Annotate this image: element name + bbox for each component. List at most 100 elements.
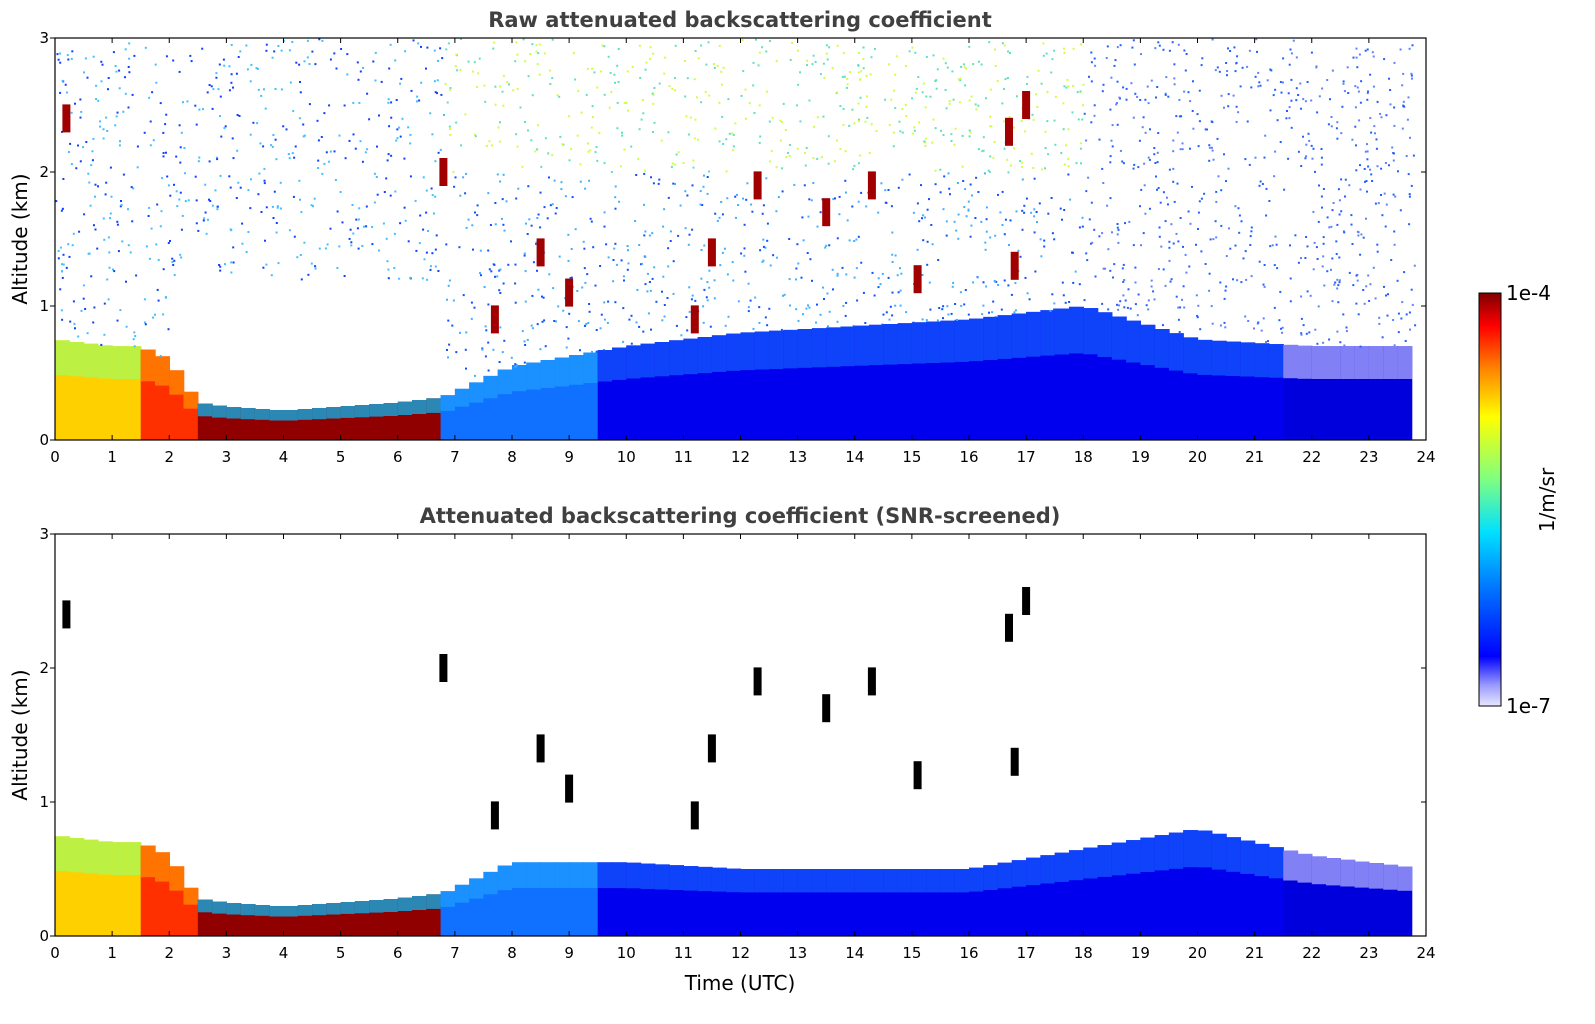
noise-speckle	[359, 70, 362, 73]
noise-speckle	[1316, 342, 1319, 345]
noise-speckle	[239, 186, 242, 189]
noise-speckle	[1246, 120, 1249, 123]
noise-speckle	[106, 278, 109, 281]
noise-speckle	[1133, 163, 1136, 166]
noise-speckle	[535, 242, 537, 245]
boundary-layer-top-band	[1097, 312, 1113, 357]
noise-speckle	[658, 178, 661, 181]
noise-speckle	[805, 147, 808, 149]
x-tick-label: 18	[1074, 944, 1093, 962]
noise-speckle	[1173, 200, 1176, 203]
noise-speckle	[1001, 42, 1004, 45]
noise-speckle	[532, 261, 535, 264]
noise-speckle	[300, 278, 303, 281]
boundary-layer-top-band	[840, 869, 856, 893]
noise-speckle	[59, 61, 62, 64]
noise-speckle	[1062, 128, 1065, 131]
boundary-layer-top-band	[1040, 310, 1056, 356]
noise-speckle	[1274, 88, 1277, 91]
noise-speckle	[1009, 219, 1012, 222]
noise-speckle	[622, 307, 625, 310]
noise-speckle	[1200, 250, 1203, 253]
noise-speckle	[1046, 120, 1049, 123]
noise-speckle	[1364, 150, 1367, 153]
noise-speckle	[1259, 180, 1262, 183]
noise-speckle	[752, 61, 755, 64]
noise-speckle	[1116, 223, 1119, 225]
noise-speckle	[1238, 231, 1241, 234]
noise-speckle	[1037, 69, 1040, 72]
noise-speckle	[1168, 168, 1171, 171]
boundary-layer-top-band	[269, 410, 285, 421]
noise-speckle	[84, 57, 87, 60]
noise-speckle	[595, 146, 598, 148]
noise-speckle	[238, 115, 241, 117]
noise-speckle	[378, 249, 380, 252]
noise-speckle	[124, 76, 126, 79]
noise-speckle	[747, 310, 750, 313]
colorbar: 1e-4 1e-7 1/m/sr	[1478, 281, 1559, 718]
noise-speckle	[993, 141, 996, 144]
noise-speckle	[842, 304, 845, 307]
noise-speckle	[1197, 211, 1200, 214]
noise-speckle	[1197, 304, 1200, 307]
noise-speckle	[832, 198, 835, 201]
noise-speckle	[1286, 110, 1288, 112]
noise-speckle	[1157, 41, 1160, 44]
boundary-layer-top-band	[1011, 860, 1027, 887]
noise-speckle	[553, 320, 556, 322]
noise-speckle	[1158, 235, 1161, 238]
noise-speckle	[306, 56, 309, 59]
noise-speckle	[921, 274, 924, 276]
noise-speckle	[934, 127, 937, 130]
noise-speckle	[816, 225, 819, 228]
noise-speckle	[543, 206, 546, 209]
noise-speckle	[600, 313, 603, 316]
noise-speckle	[1122, 86, 1125, 89]
noise-speckle	[884, 98, 887, 101]
noise-speckle	[788, 154, 791, 157]
noise-speckle	[869, 73, 872, 76]
noise-speckle	[574, 228, 577, 231]
noise-speckle	[619, 165, 622, 168]
noise-speckle	[567, 259, 570, 262]
noise-speckle	[842, 124, 845, 126]
noise-speckle	[1386, 314, 1389, 317]
noise-speckle	[420, 81, 423, 84]
noise-speckle	[1109, 197, 1112, 200]
x-tick-label: 14	[845, 448, 864, 466]
noise-speckle	[295, 61, 298, 64]
noise-speckle	[948, 100, 951, 102]
noise-speckle	[762, 245, 765, 248]
noise-speckle	[72, 300, 75, 303]
noise-speckle	[1162, 324, 1164, 327]
noise-speckle	[1021, 178, 1024, 181]
noise-speckle	[387, 268, 390, 271]
noise-speckle	[293, 235, 296, 238]
noise-speckle	[636, 289, 639, 291]
noise-speckle	[857, 64, 860, 67]
x-tick-label: 7	[450, 448, 460, 466]
x-tick-label: 2	[164, 944, 174, 962]
noise-speckle	[426, 46, 429, 49]
noise-speckle	[672, 182, 675, 185]
noise-speckle	[516, 145, 519, 148]
noise-speckle	[1214, 220, 1217, 223]
noise-speckle	[1149, 207, 1151, 210]
noise-speckle	[857, 120, 860, 123]
noise-speckle	[1302, 135, 1304, 138]
noise-speckle	[1176, 182, 1179, 185]
noise-speckle	[1320, 148, 1323, 150]
noise-speckle	[1002, 120, 1005, 123]
noise-speckle	[652, 52, 655, 55]
noise-speckle	[1206, 128, 1208, 131]
noise-speckle	[1184, 253, 1187, 256]
noise-speckle	[423, 258, 426, 261]
noise-speckle	[1339, 341, 1342, 344]
noise-speckle	[293, 156, 296, 159]
noise-speckle	[1217, 175, 1220, 178]
noise-speckle	[1370, 173, 1373, 176]
noise-speckle	[454, 176, 457, 179]
noise-speckle	[107, 77, 110, 79]
